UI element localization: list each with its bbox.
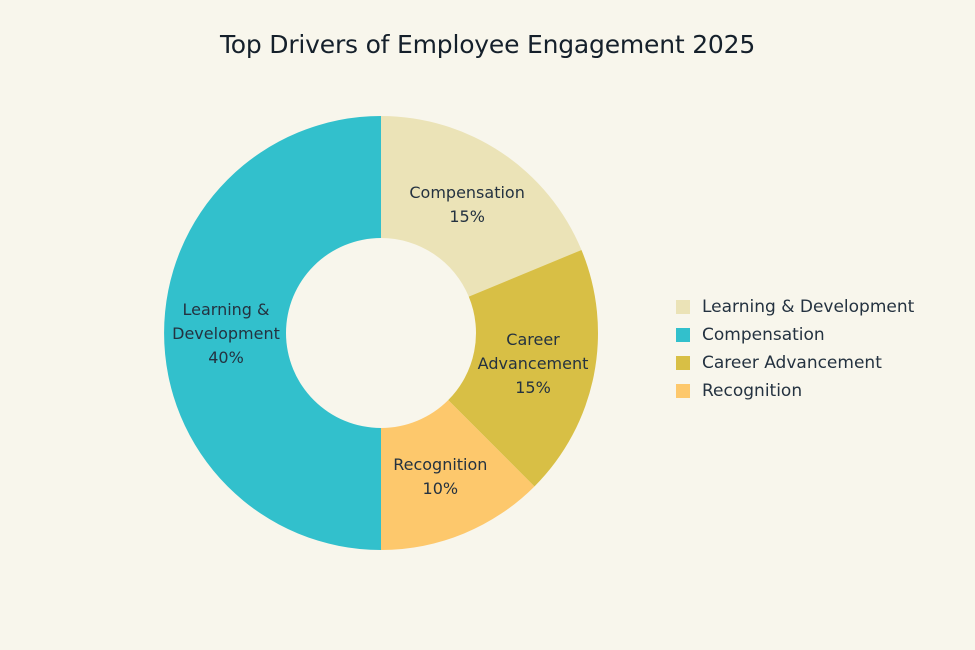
legend-swatch [676,356,690,370]
legend-label: Compensation [702,325,825,345]
legend-item-recognition: Recognition [676,377,914,405]
slice-label-recognition: Recognition 10% [393,455,487,498]
slices-layer [164,116,599,550]
slice-career-advancement [448,249,599,487]
slice-name-label: Advancement [478,354,589,373]
slice-name-label: Compensation [409,183,524,202]
slice-learning-and-development [164,116,381,550]
legend-swatch [676,300,690,314]
legend-label: Recognition [702,381,803,401]
slice-recognition [381,400,535,550]
legend-label: Learning & Development [702,297,915,317]
legend-label: Career Advancement [702,353,882,373]
slice-label-career-advancement: Career Advancement 15% [478,330,589,397]
chart-title: Top Drivers of Employee Engagement 2025 [219,30,756,59]
slice-value-label: 15% [449,207,485,226]
slice-name-label: Development [172,324,280,343]
slice-name-label: Career [506,330,560,349]
legend: Learning & Development Compensation Career… [676,293,914,405]
slice-name-label: Learning & [182,300,269,319]
labels-layer: Compensation 15% Career Advancement 15% Recog… [172,183,588,498]
legend-swatch [676,328,690,342]
slice-compensation [381,116,582,297]
slice-name-label: Recognition [393,455,487,474]
legend-item-learning-and-development: Learning & Development [676,293,914,321]
legend-swatch [676,384,690,398]
slice-label-compensation: Compensation 15% [409,183,524,226]
slice-value-label: 10% [423,479,459,498]
slice-value-label: 15% [515,378,551,397]
slice-label-learning-and-development: Learning & Development 40% [172,300,280,367]
legend-item-compensation: Compensation [676,321,914,349]
legend-item-career-advancement: Career Advancement [676,349,914,377]
slice-value-label: 40% [208,348,244,367]
